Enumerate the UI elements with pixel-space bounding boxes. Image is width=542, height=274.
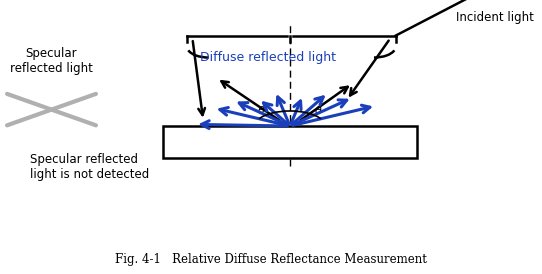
Text: Specular reflected
light is not detected: Specular reflected light is not detected — [30, 153, 149, 181]
Text: Diffuse reflected light: Diffuse reflected light — [201, 51, 336, 64]
Text: Fig. 4-1   Relative Diffuse Reflectance Measurement: Fig. 4-1 Relative Diffuse Reflectance Me… — [115, 253, 427, 266]
Text: $\theta$: $\theta$ — [257, 104, 266, 116]
Text: $\theta$: $\theta$ — [314, 104, 322, 116]
Text: Specular
reflected light: Specular reflected light — [10, 47, 93, 75]
Bar — [163, 126, 417, 158]
Text: Incident light: Incident light — [456, 11, 534, 24]
